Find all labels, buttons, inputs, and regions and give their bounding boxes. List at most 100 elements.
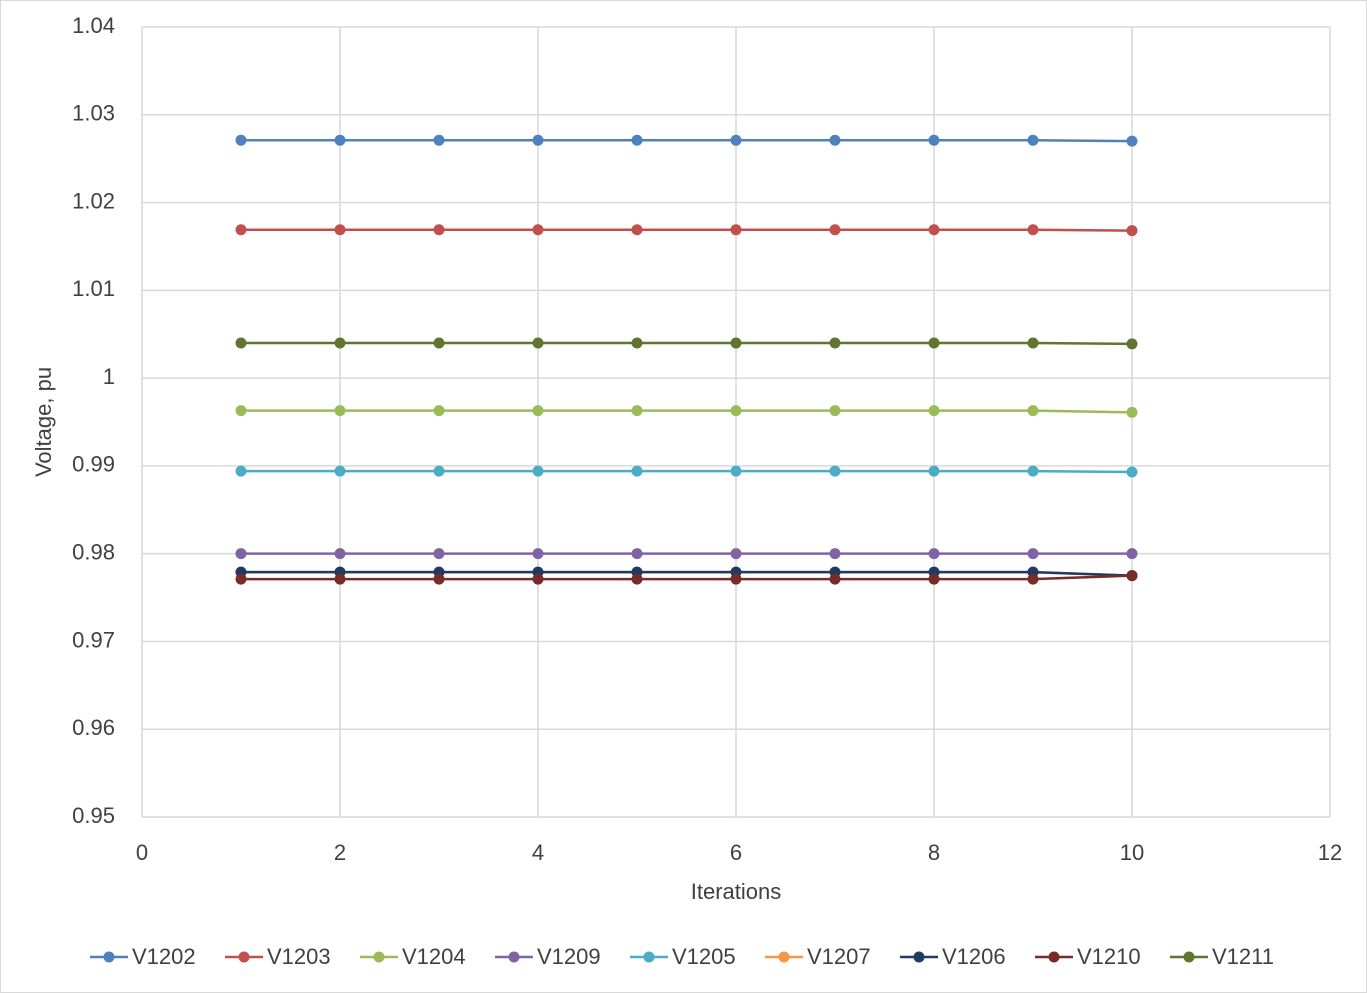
legend-label: V1209 <box>537 944 601 969</box>
data-point <box>235 224 247 236</box>
y-tick-label: 1.02 <box>72 188 115 213</box>
data-point <box>433 405 445 417</box>
data-point <box>928 224 940 236</box>
y-tick-label: 0.96 <box>72 715 115 740</box>
data-point <box>433 224 445 236</box>
data-point <box>928 548 940 560</box>
data-point <box>1126 225 1138 237</box>
data-point <box>532 337 544 349</box>
data-point <box>829 465 841 477</box>
y-tick-label: 0.98 <box>72 539 115 564</box>
data-point <box>1126 135 1138 147</box>
data-point <box>334 548 346 560</box>
data-point <box>631 224 643 236</box>
data-point <box>235 465 247 477</box>
data-point <box>1027 548 1039 560</box>
series-line <box>241 570 1133 577</box>
y-tick-label: 0.95 <box>72 803 115 828</box>
data-point <box>928 465 940 477</box>
x-axis-label: Iterations <box>691 879 782 904</box>
x-tick-label: 2 <box>334 840 346 865</box>
series-line <box>241 469 1133 474</box>
data-point <box>1027 337 1039 349</box>
data-point <box>631 573 643 585</box>
data-point <box>334 224 346 236</box>
legend-marker <box>508 951 520 963</box>
legend-label: V1211 <box>1212 944 1274 969</box>
x-tick-label: 10 <box>1120 840 1144 865</box>
data-point <box>928 134 940 146</box>
series-line <box>241 574 1133 581</box>
data-point <box>730 405 742 417</box>
data-point <box>235 337 247 349</box>
data-point <box>532 573 544 585</box>
data-point <box>1126 466 1138 478</box>
legend-marker <box>238 951 250 963</box>
y-tick-label: 1.01 <box>72 276 115 301</box>
data-point <box>1126 570 1138 582</box>
data-point <box>334 134 346 146</box>
data-point <box>730 134 742 146</box>
legend-marker <box>913 951 925 963</box>
data-point <box>730 224 742 236</box>
data-point <box>1126 338 1138 350</box>
data-point <box>532 405 544 417</box>
data-point <box>334 405 346 417</box>
data-point <box>730 573 742 585</box>
data-point <box>1126 548 1138 560</box>
y-tick-label: 1.03 <box>72 101 115 126</box>
data-point <box>631 405 643 417</box>
legend-label: V1204 <box>402 944 466 969</box>
legend-marker <box>1048 951 1060 963</box>
legend-label: V1205 <box>672 944 736 969</box>
legend-label: V1206 <box>942 944 1006 969</box>
series-line <box>241 409 1133 414</box>
y-axis-label: Voltage, pu <box>31 367 56 477</box>
data-point <box>532 224 544 236</box>
data-point <box>631 465 643 477</box>
data-point <box>631 337 643 349</box>
data-point <box>532 548 544 560</box>
data-point <box>235 134 247 146</box>
data-point <box>829 405 841 417</box>
data-point <box>631 548 643 560</box>
data-point <box>235 573 247 585</box>
legend-marker <box>103 951 115 963</box>
legend-label: V1203 <box>267 944 331 969</box>
series-line <box>241 138 1133 143</box>
data-point <box>1027 224 1039 236</box>
data-point <box>235 405 247 417</box>
data-point <box>829 548 841 560</box>
series-line <box>241 341 1133 346</box>
data-point <box>928 337 940 349</box>
data-point <box>1027 405 1039 417</box>
data-point <box>829 573 841 585</box>
data-point <box>829 134 841 146</box>
x-tick-label: 0 <box>136 840 148 865</box>
series-line <box>241 228 1133 232</box>
legend-label: V1210 <box>1077 944 1141 969</box>
legend-marker <box>373 951 385 963</box>
legend-label: V1202 <box>132 944 196 969</box>
x-tick-label: 8 <box>928 840 940 865</box>
data-point <box>532 465 544 477</box>
data-point <box>1027 573 1039 585</box>
data-point <box>433 548 445 560</box>
y-tick-label: 0.99 <box>72 452 115 477</box>
legend-label: V1207 <box>807 944 871 969</box>
y-tick-label: 1 <box>103 364 115 389</box>
x-tick-label: 4 <box>532 840 544 865</box>
data-point <box>235 548 247 560</box>
x-tick-label: 6 <box>730 840 742 865</box>
x-tick-label: 12 <box>1318 840 1342 865</box>
legend-marker <box>1183 951 1195 963</box>
data-point <box>928 405 940 417</box>
data-point <box>433 465 445 477</box>
data-point <box>433 134 445 146</box>
data-point <box>532 134 544 146</box>
data-point <box>829 337 841 349</box>
y-tick-label: 0.97 <box>72 627 115 652</box>
